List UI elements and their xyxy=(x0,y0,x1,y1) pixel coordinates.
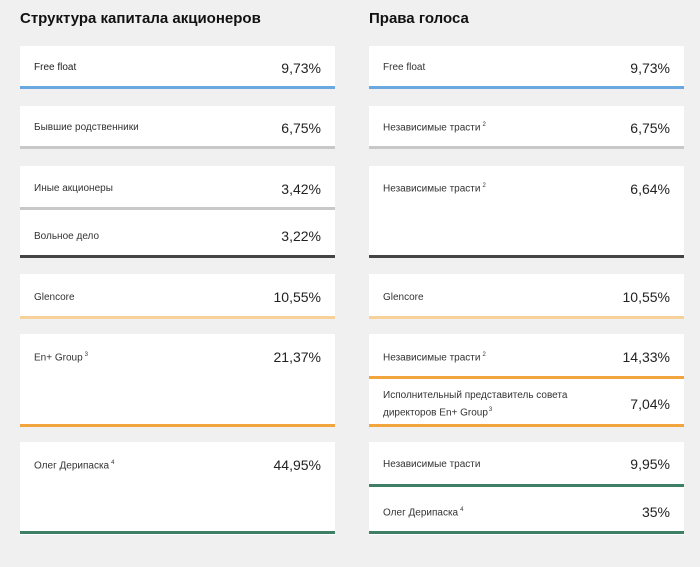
card-glencore-voting: Glencore 10,55% xyxy=(369,274,684,319)
orange-underline xyxy=(369,424,684,427)
row-value: 6,64% xyxy=(630,181,670,197)
green-underline xyxy=(20,531,335,534)
row-value: 14,33% xyxy=(622,349,670,365)
row-value: 10,55% xyxy=(622,289,670,305)
dark-underline xyxy=(369,255,684,258)
blue-underline xyxy=(20,86,335,89)
row-label: Free float xyxy=(383,62,426,73)
row-value: 9,95% xyxy=(630,456,670,472)
dark-underline xyxy=(20,255,335,258)
row-value: 6,75% xyxy=(630,120,670,136)
row-label: Олег Дерипаска 4 xyxy=(383,507,464,519)
card-free-float-voting: Free float 9,73% xyxy=(369,46,684,89)
row-value: 3,42% xyxy=(281,181,321,197)
card-trustees-deripaska: Независимые трасти 9,95% Олег Дерипаска 4… xyxy=(369,442,684,535)
row-value: 35% xyxy=(641,504,670,520)
row-label: Независимые трасти xyxy=(383,459,481,470)
card-former-relatives: Бывшие родственники 6,75% xyxy=(20,106,335,149)
orange-underline xyxy=(20,424,335,427)
card-en-group: En+ Group 3 21,37% xyxy=(20,334,335,427)
card-other-shareholders: Иные акционеры 3,42% Вольное дело 3,22% xyxy=(20,166,335,258)
green-divider xyxy=(369,484,684,487)
row-value: 10,55% xyxy=(273,289,321,305)
row-label: Бывшие родственники xyxy=(34,122,139,133)
row-label: Glencore xyxy=(383,292,424,303)
peach-underline xyxy=(20,316,335,319)
card-trustees-1: Независимые трасти 2 6,75% xyxy=(369,106,684,149)
green-underline xyxy=(369,531,684,534)
gray-underline xyxy=(20,146,335,149)
card-deripaska: Олег Дерипаска 4 44,95% xyxy=(20,442,335,535)
row-value: 44,95% xyxy=(273,457,321,473)
capital-structure-title: Структура капитала акционеров xyxy=(20,10,261,27)
row-value: 21,37% xyxy=(273,349,321,365)
voting-rights-title: Права голоса xyxy=(369,10,469,27)
card-free-float: Free float 9,73% xyxy=(20,46,335,89)
row-label: Независимые трасти 2 xyxy=(383,183,486,195)
row-label: Free float xyxy=(34,62,77,73)
row-value: 9,73% xyxy=(281,60,321,76)
card-trustees-2: Независимые трасти 2 6,64% xyxy=(369,166,684,258)
row-value: 6,75% xyxy=(281,120,321,136)
row-label-multiline: Исполнительный представитель совета дире… xyxy=(383,390,568,419)
blue-underline xyxy=(369,86,684,89)
row-label: Иные акционеры xyxy=(34,183,113,194)
card-trustees-en-group: Независимые трасти 2 14,33% Исполнительны… xyxy=(369,334,684,427)
gray-underline xyxy=(369,146,684,149)
peach-underline xyxy=(369,316,684,319)
row-label: Вольное дело xyxy=(34,231,100,242)
gray-divider xyxy=(20,207,335,210)
row-value: 3,22% xyxy=(281,228,321,244)
card-glencore: Glencore 10,55% xyxy=(20,274,335,319)
row-label: Олег Дерипаска 4 xyxy=(34,460,115,472)
row-label: Независимые трасти 2 xyxy=(383,122,486,134)
row-label: Glencore xyxy=(34,292,75,303)
row-value: 7,04% xyxy=(630,396,670,412)
orange-divider xyxy=(369,376,684,379)
row-value: 9,73% xyxy=(630,60,670,76)
row-label: En+ Group 3 xyxy=(34,352,88,364)
row-label: Независимые трасти 2 xyxy=(383,352,486,364)
